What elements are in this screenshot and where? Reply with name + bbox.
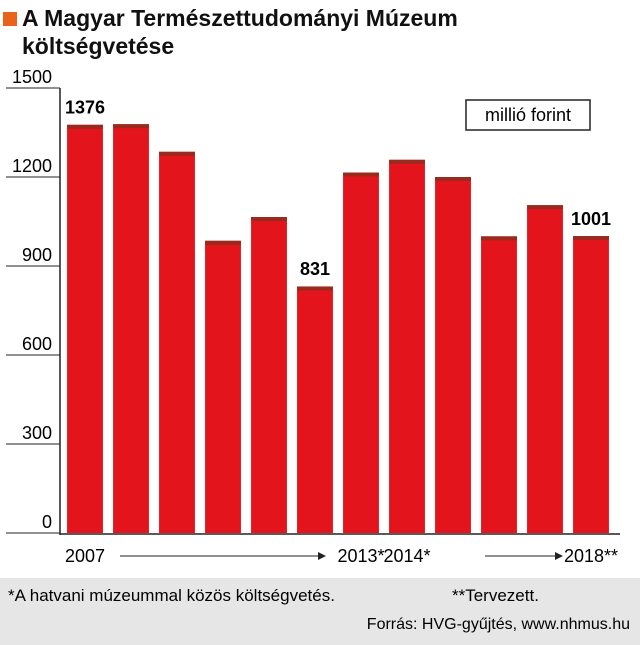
x-tick-label: 2007: [65, 546, 105, 566]
footnote: **Tervezett.: [452, 586, 539, 605]
y-tick-label: 300: [22, 423, 52, 443]
bar: [481, 236, 517, 534]
value-label: 1376: [65, 98, 105, 118]
bar: [159, 151, 195, 534]
bar-cap: [527, 205, 563, 210]
y-tick-label: 0: [42, 512, 52, 532]
bar-cap: [205, 240, 241, 245]
y-tick-label: 1500: [12, 67, 52, 87]
bar: [205, 240, 241, 534]
bar-cap: [297, 286, 333, 291]
bar: [435, 177, 471, 533]
bar-cap: [435, 177, 471, 181]
bar: [251, 217, 287, 534]
bar: [389, 159, 425, 533]
bar: [343, 172, 379, 534]
y-tick-label: 1200: [12, 156, 52, 176]
bar-cap: [159, 151, 195, 156]
bar-cap: [113, 124, 149, 129]
arrow-head: [318, 552, 326, 560]
bar: [113, 124, 149, 534]
bar-cap: [67, 124, 103, 129]
bar: [527, 205, 563, 533]
title-marker: [3, 12, 17, 26]
arrow-head: [555, 552, 563, 560]
bar-cap: [343, 172, 379, 177]
source: Forrás: HVG-gyűjtés, www.nhmus.hu: [366, 616, 630, 633]
value-label: 831: [300, 259, 330, 279]
bar-cap: [389, 159, 425, 164]
value-label: 1001: [571, 209, 611, 229]
bar-cap: [251, 217, 287, 222]
x-tick-label: 2018**: [564, 546, 618, 566]
chart-title: A Magyar Természettudományi Múzeum költs…: [22, 5, 458, 59]
unit-label: millió forint: [485, 105, 571, 125]
bar-cap: [481, 236, 517, 241]
bar-cap: [573, 236, 609, 241]
unit-box: [465, 99, 591, 131]
bar: [297, 286, 333, 533]
footer: *A hatvani múzeummal közös költségvetés.…: [0, 578, 640, 645]
y-tick-label: 900: [22, 245, 52, 265]
y-tick-label: 600: [22, 334, 52, 354]
bar: [67, 124, 103, 533]
footnote: *A hatvani múzeummal közös költségvetés.: [8, 586, 335, 605]
x-tick-label: 2014*: [383, 546, 430, 566]
bar: [573, 236, 609, 533]
x-tick-label: 2013*: [337, 546, 384, 566]
chart: millió forint 0 300 600 900 1200 1500 2007 1376…: [6, 67, 620, 566]
